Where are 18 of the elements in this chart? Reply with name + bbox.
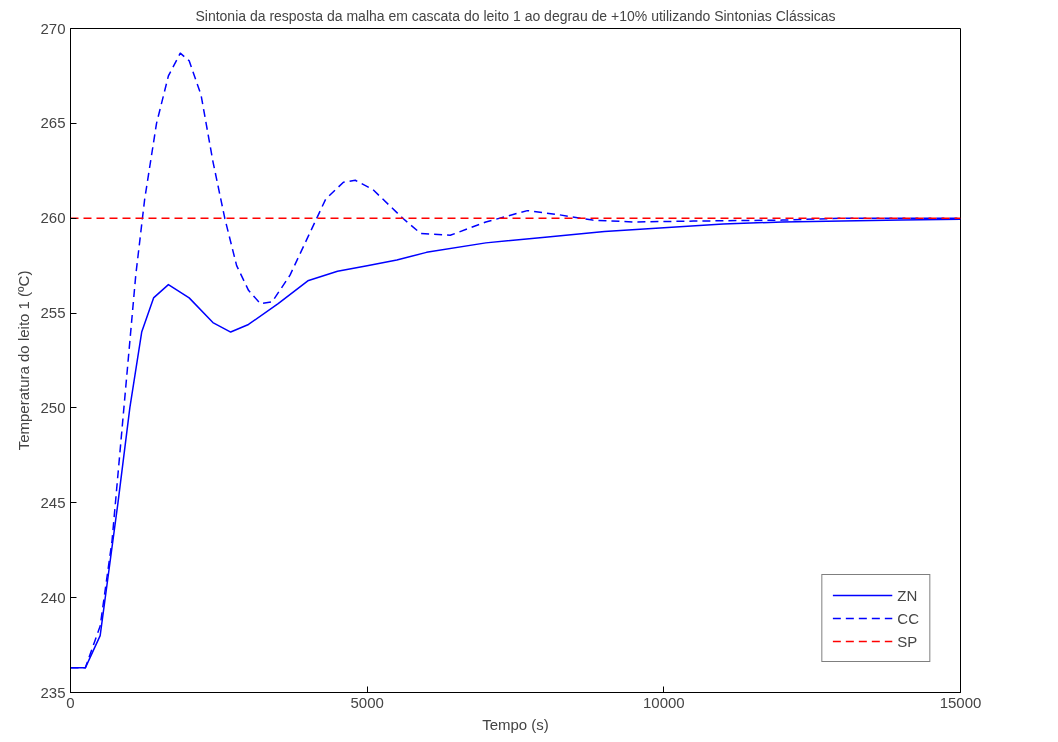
y-axis-title: Temperatura do leito 1 (ºC) [15, 270, 33, 451]
y-tick-label: 240 [40, 588, 66, 606]
legend-label: SP [897, 632, 918, 650]
x-axis-title: Tempo (s) [482, 715, 549, 733]
y-tick-label: 265 [40, 114, 66, 132]
y-tick-label: 245 [40, 493, 66, 511]
x-tick-label: 10000 [642, 693, 685, 711]
y-tick-label: 260 [40, 209, 66, 227]
legend-label: CC [897, 609, 919, 627]
legend-label: ZN [897, 586, 918, 604]
y-tick-label: 255 [40, 304, 66, 322]
x-tick-label: 15000 [939, 693, 982, 711]
y-tick-label: 250 [40, 398, 66, 416]
x-tick-label: 5000 [350, 693, 384, 711]
y-tick-label: 270 [40, 19, 66, 37]
chart-title: Sintonia da resposta da malha em cascata do leito 1 ao degrau de +10% utilizando Sintonias Clássicas [195, 7, 836, 24]
y-tick-label: 235 [40, 683, 66, 701]
x-tick-label: 0 [66, 693, 75, 711]
